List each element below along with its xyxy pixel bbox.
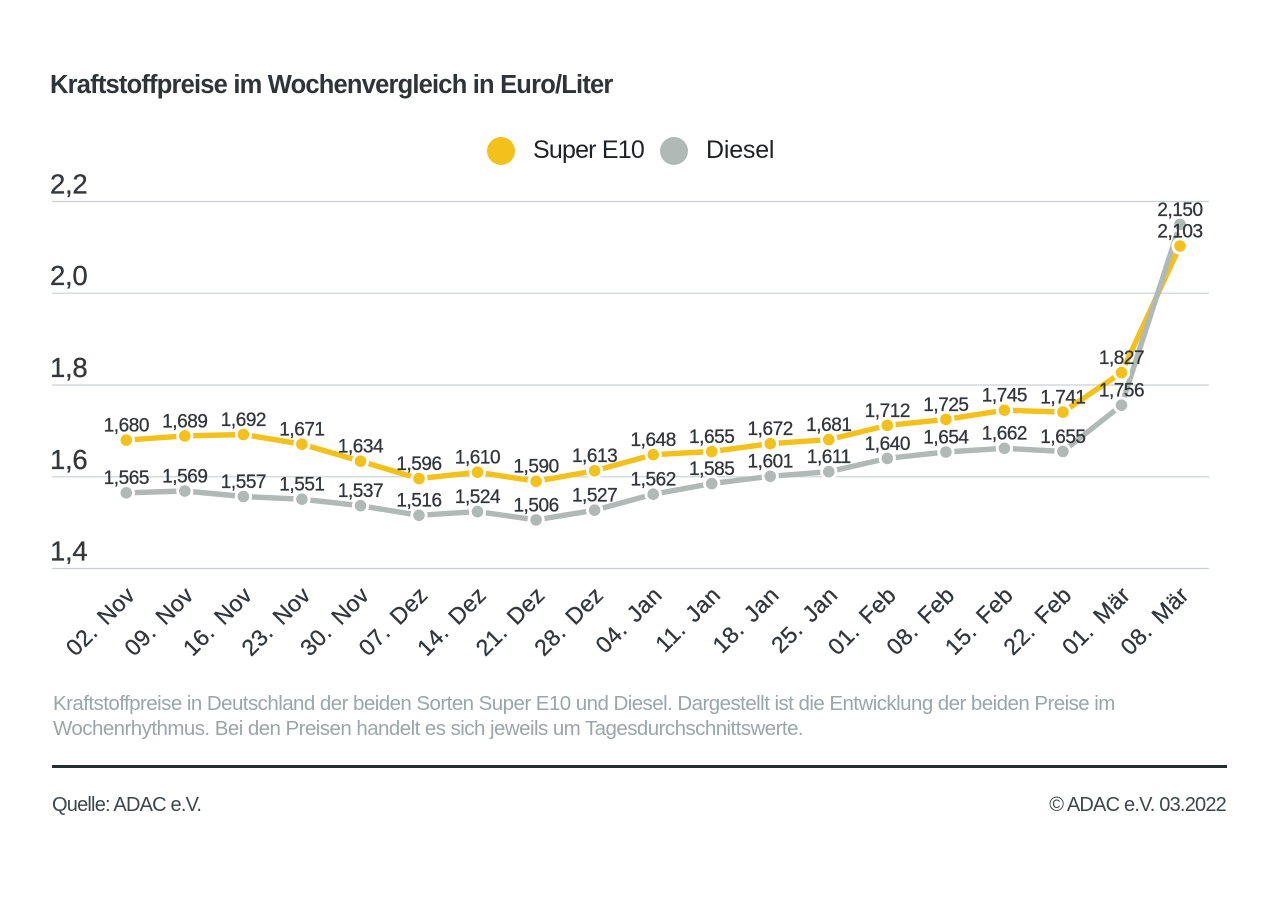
svg-text:1,590: 1,590 <box>513 457 558 478</box>
svg-text:1,671: 1,671 <box>279 420 324 441</box>
svg-text:1,712: 1,712 <box>865 401 910 422</box>
svg-text:1,640: 1,640 <box>865 434 910 455</box>
svg-text:1,565: 1,565 <box>104 468 149 489</box>
svg-text:1,562: 1,562 <box>631 470 676 491</box>
svg-text:1,524: 1,524 <box>455 487 501 508</box>
svg-text:1,596: 1,596 <box>396 454 441 475</box>
svg-text:1,672: 1,672 <box>748 419 793 440</box>
svg-text:1,4: 1,4 <box>50 536 87 567</box>
svg-text:2,2: 2,2 <box>50 169 87 200</box>
svg-text:1,692: 1,692 <box>221 410 266 431</box>
svg-text:1,506: 1,506 <box>513 495 558 516</box>
svg-text:1,662: 1,662 <box>982 424 1027 445</box>
svg-text:1,516: 1,516 <box>396 491 441 512</box>
svg-text:2,150: 2,150 <box>1157 200 1202 221</box>
svg-text:1,537: 1,537 <box>338 481 383 502</box>
svg-text:1,689: 1,689 <box>162 411 207 432</box>
svg-text:1,569: 1,569 <box>162 466 207 487</box>
svg-text:1,655: 1,655 <box>689 427 734 448</box>
svg-text:1,741: 1,741 <box>1040 388 1085 409</box>
svg-text:1,745: 1,745 <box>982 386 1027 407</box>
svg-text:1,634: 1,634 <box>338 437 384 458</box>
svg-text:1,680: 1,680 <box>104 416 149 437</box>
svg-text:1,725: 1,725 <box>923 395 968 416</box>
svg-text:1,654: 1,654 <box>923 427 969 448</box>
svg-text:1,611: 1,611 <box>807 447 851 468</box>
svg-text:1,6: 1,6 <box>50 444 87 475</box>
svg-text:1,557: 1,557 <box>221 472 266 493</box>
svg-text:1,551: 1,551 <box>279 475 324 496</box>
svg-text:1,681: 1,681 <box>806 415 851 436</box>
svg-text:1,827: 1,827 <box>1099 348 1144 369</box>
svg-text:2,0: 2,0 <box>50 260 87 291</box>
svg-text:2,103: 2,103 <box>1157 221 1202 242</box>
svg-text:1,601: 1,601 <box>748 452 793 473</box>
svg-text:1,613: 1,613 <box>572 446 617 467</box>
svg-text:1,655: 1,655 <box>1040 427 1085 448</box>
svg-text:1,527: 1,527 <box>572 486 617 507</box>
svg-text:1,585: 1,585 <box>689 459 734 480</box>
svg-text:1,8: 1,8 <box>50 352 87 383</box>
svg-text:1,648: 1,648 <box>631 430 676 451</box>
svg-text:04. Jan: 04. Jan <box>590 582 667 659</box>
svg-text:1,610: 1,610 <box>455 448 500 469</box>
svg-text:1,756: 1,756 <box>1099 381 1144 402</box>
